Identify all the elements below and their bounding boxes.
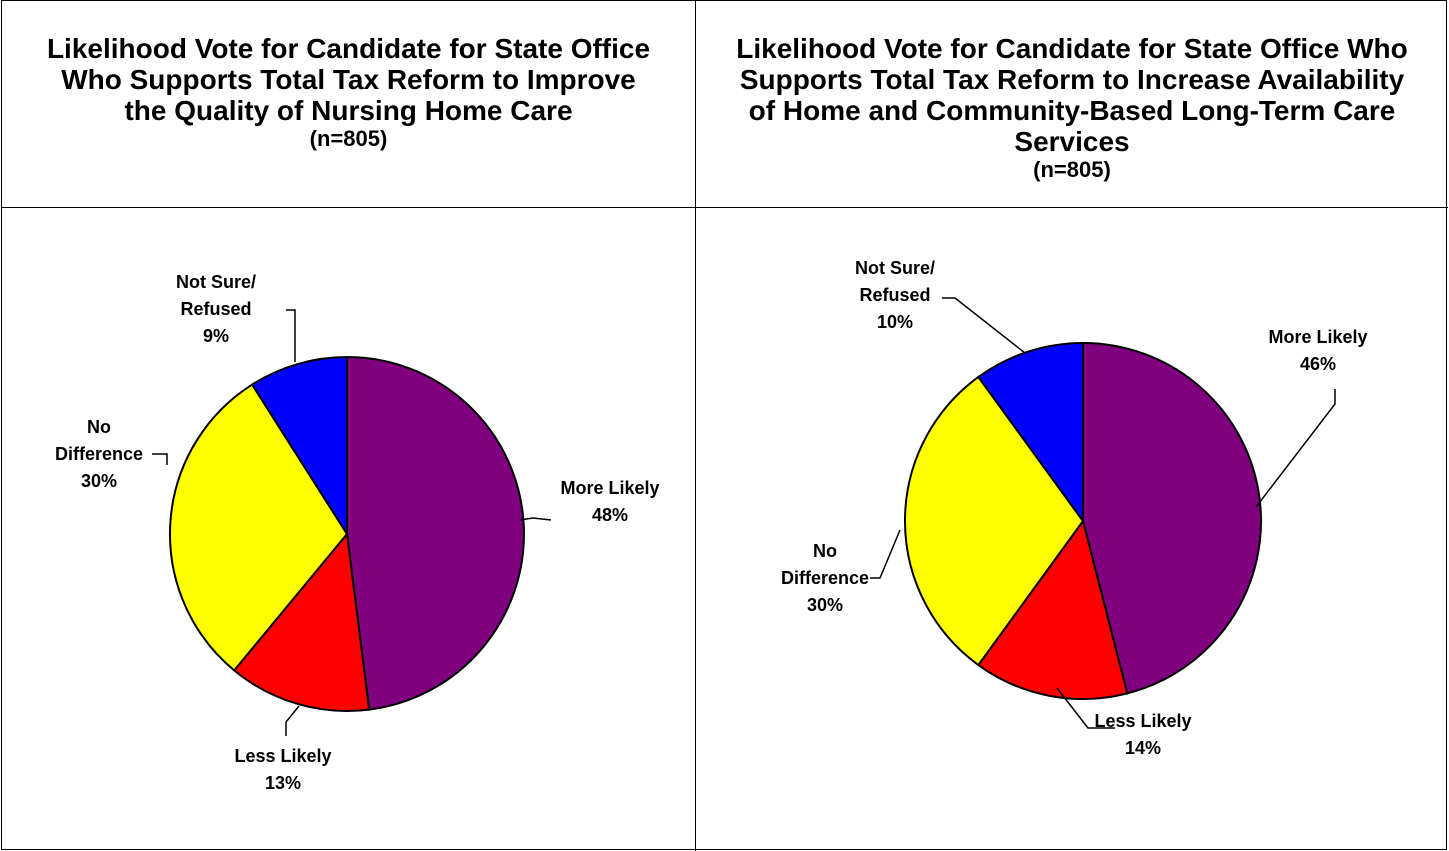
leader-line-left-no-difference xyxy=(152,453,168,465)
title-cell-right: Likelihood Vote for Candidate for State … xyxy=(696,1,1448,207)
slice-label-left-not-sure-refused: Not Sure/Refused 9% xyxy=(176,272,256,346)
pie-slice-left-no-difference xyxy=(169,383,349,672)
title-cell-left: Likelihood Vote for Candidate for State … xyxy=(2,1,695,207)
slice-label-right-less-likely: Less Likely 14% xyxy=(1094,711,1191,758)
slice-label-left-more-likely: More Likely 48% xyxy=(560,478,659,525)
leader-line-left-more-likely xyxy=(519,517,552,521)
pie-slice-left-not-sure-refused xyxy=(250,355,348,538)
slice-label-right-not-sure-refused: Not Sure/Refused 10% xyxy=(855,258,935,332)
pie-slice-left-more-likely xyxy=(346,355,525,711)
leader-line-left-less-likely xyxy=(285,705,300,736)
slice-label-left-no-difference: No Difference 30% xyxy=(55,417,143,491)
pie-slice-right-less-likely xyxy=(976,518,1129,700)
leader-line-right-no-difference xyxy=(870,529,901,579)
chart-title-left: Likelihood Vote for Candidate for State … xyxy=(46,33,651,126)
chart-subtitle-right: (n=805) xyxy=(1033,157,1111,182)
chart-title-right: Likelihood Vote for Candidate for State … xyxy=(736,33,1408,157)
row-divider xyxy=(2,207,1448,208)
pie-slice-left-less-likely xyxy=(232,531,371,712)
pie-slice-right-no-difference xyxy=(904,375,1085,667)
slice-label-left-less-likely: Less Likely 13% xyxy=(234,746,331,793)
column-divider xyxy=(695,1,696,851)
leader-line-left-not-sure-refused xyxy=(286,309,296,362)
pie-slice-right-more-likely xyxy=(1082,341,1262,695)
leader-line-right-more-likely xyxy=(1255,389,1336,508)
slice-label-right-more-likely: More Likely 46% xyxy=(1268,327,1367,374)
leader-line-right-not-sure-refused xyxy=(942,297,1026,354)
leader-line-right-less-likely xyxy=(1056,687,1115,729)
slice-label-right-no-difference: No Difference 30% xyxy=(781,541,869,615)
pie-slice-right-not-sure-refused xyxy=(976,341,1084,525)
chart-subtitle-left: (n=805) xyxy=(309,126,388,151)
